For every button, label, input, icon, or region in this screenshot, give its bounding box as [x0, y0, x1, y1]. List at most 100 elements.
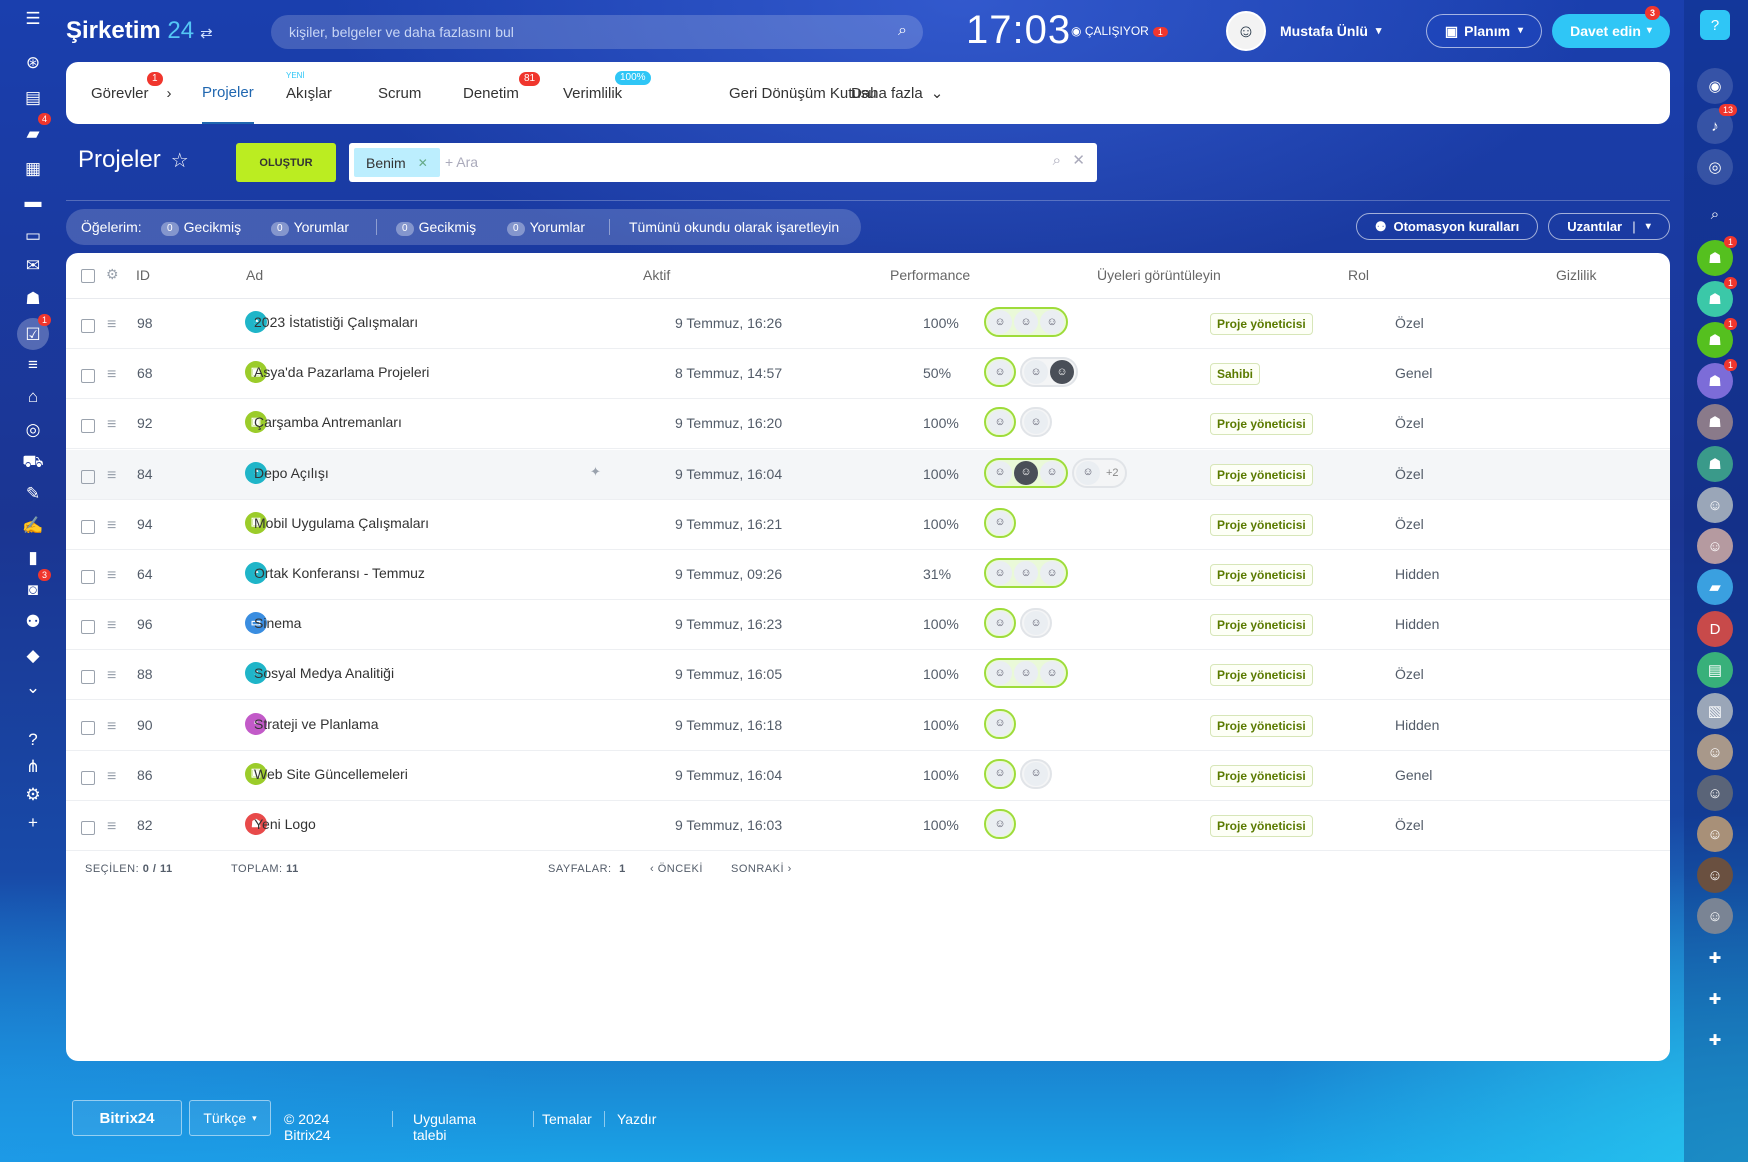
sidebar-item-pen[interactable]: ✍ — [17, 509, 49, 541]
row-checkbox[interactable] — [81, 369, 95, 384]
right-group-chat-button[interactable]: ☗ 1 — [1697, 236, 1737, 276]
counter-1[interactable]: 0 Gecikmiş — [161, 219, 241, 236]
right-search-button[interactable]: ⌕ — [1697, 196, 1733, 232]
app-request-link[interactable]: Uygulama talebi — [413, 1111, 477, 1143]
close-icon[interactable]: ✕ — [1072, 152, 1085, 169]
right-messages-button[interactable]: ◎ — [1697, 149, 1733, 185]
language-select[interactable]: Türkçe ▾ — [189, 1100, 271, 1136]
sidebar-item-feed[interactable]: ⊛ — [17, 46, 49, 78]
tab-7[interactable]: Geri Dönüşüm Kutusu — [729, 62, 877, 124]
prev-page-button[interactable]: ‹ ÖNCEKİ — [650, 863, 703, 875]
row-checkbox[interactable] — [81, 469, 95, 484]
sidebar-item-help[interactable]: ? — [17, 723, 49, 755]
project-name-link[interactable]: Çarşamba Antremanları — [254, 414, 402, 431]
sidebar-item-crm[interactable]: ⌂ — [17, 380, 49, 412]
tab-2[interactable]: Projeler — [202, 62, 254, 124]
members-group[interactable]: ☺ ☺ — [984, 407, 1056, 438]
close-icon[interactable]: ✕ — [417, 155, 428, 170]
right-user-avatar-button[interactable]: ☺ — [1697, 898, 1733, 934]
right-add-user-button[interactable]: ✚ — [1697, 1022, 1733, 1058]
global-search-input[interactable]: kişiler, belgeler ve daha fazlasını bul ⌕ — [271, 15, 923, 49]
members-group[interactable]: ☺ ☺ ☺ ☺ +2 — [984, 457, 1131, 488]
heads-group[interactable]: ☺ ☺ ☺ — [984, 658, 1068, 689]
table-row[interactable]: ≡ 96 ▭ Sinema 9 Temmuz, 16:23 100% ☺ ☺ Proje yön… — [66, 600, 1670, 651]
sidebar-item-menu[interactable]: ☰ — [17, 2, 49, 34]
row-checkbox[interactable] — [81, 821, 95, 835]
col-role[interactable]: Rol — [1348, 267, 1370, 283]
right-chat-bubble-button[interactable]: ▰ — [1697, 569, 1733, 605]
right-user-avatar-button[interactable]: ☺ — [1697, 528, 1733, 564]
bitrix-logo-button[interactable]: Bitrix24 — [72, 1100, 182, 1136]
themes-link[interactable]: Temalar — [542, 1111, 592, 1127]
select-all-checkbox[interactable] — [81, 269, 95, 283]
sidebar-item-sign[interactable]: ✎ — [17, 477, 49, 509]
row-menu-icon[interactable]: ≡ — [107, 416, 117, 434]
sidebar-item-contacts[interactable]: ◙ 3 — [17, 569, 51, 605]
members-group[interactable]: ☺ — [984, 708, 1020, 739]
right-user-avatar-button[interactable]: ☺ — [1697, 487, 1733, 523]
tab-8[interactable]: Daha fazla ⌄ — [851, 62, 943, 124]
sidebar-item-tasks-list[interactable]: ▤ — [17, 81, 49, 113]
project-name-link[interactable]: Sinema — [254, 615, 302, 632]
members-group[interactable]: ☺ ☺ — [984, 758, 1056, 789]
filter-tag[interactable]: Benim ✕ — [354, 148, 440, 177]
row-checkbox[interactable] — [81, 770, 95, 785]
heads-group[interactable]: ☺ ☺ ☺ — [984, 457, 1068, 488]
members-group[interactable]: ☺ ☺ ☺ — [984, 357, 1082, 388]
sidebar-item-robot[interactable]: ⚉ — [17, 605, 49, 637]
right-user-avatar-button[interactable]: ☺ — [1697, 816, 1733, 852]
sidebar-item-box[interactable]: ◆ — [17, 639, 49, 671]
mark-all-read-link[interactable]: Tümünü okundu olarak işaretleyin — [629, 219, 840, 235]
sidebar-item-drive[interactable]: ▭ — [17, 219, 49, 251]
table-row[interactable]: ≡ 82 ☗ Yeni Logo 9 Temmuz, 16:03 100% ☺ Proje y… — [66, 801, 1670, 851]
project-name-link[interactable]: Web Site Güncellemeleri — [254, 765, 408, 782]
sidebar-item-analytics[interactable]: ▮ — [17, 541, 49, 573]
members-group[interactable]: ☺ ☺ ☺ — [984, 558, 1072, 588]
right-group-chat-button[interactable]: ☗ — [1697, 446, 1733, 482]
col-privacy[interactable]: Gizlilik — [1556, 267, 1597, 283]
row-checkbox[interactable] — [81, 670, 95, 685]
tab-1[interactable]: Görevler › 1 — [91, 62, 172, 124]
row-menu-icon[interactable]: ≡ — [107, 366, 117, 384]
table-row[interactable]: ≡ 84 ◔ Depo Açılışı ✦ 9 Temmuz, 16:04 100% ☺ ☺ ☺ ☺… — [66, 449, 1670, 500]
sidebar-item-calendar[interactable]: ▦ — [17, 152, 49, 184]
col-active[interactable]: Aktif — [643, 267, 671, 283]
members-group[interactable]: ☺ ☺ ☺ — [984, 658, 1072, 689]
right-bell-button[interactable]: ♪ 13 — [1697, 104, 1737, 144]
row-menu-icon[interactable]: ≡ — [107, 767, 117, 785]
project-name-link[interactable]: Yeni Logo — [254, 816, 316, 832]
row-checkbox[interactable] — [81, 319, 95, 333]
filter-search[interactable]: Benim ✕ + Ara ⌕ ✕ — [349, 143, 1097, 182]
switch-icon[interactable]: ⇄ — [200, 25, 213, 42]
sidebar-item-plus[interactable]: + — [17, 806, 49, 838]
clock[interactable]: 17:03 — [966, 8, 1072, 52]
table-row[interactable]: ≡ 88 ◔ Sosyal Medya Analitiği 9 Temmuz, 16:0… — [66, 650, 1670, 701]
counter-4[interactable]: 0 Yorumlar — [507, 219, 585, 236]
row-checkbox[interactable] — [81, 419, 95, 434]
tab-4[interactable]: Scrum — [378, 62, 421, 124]
work-status[interactable]: ◉ ÇALIŞIYOR 1 — [1071, 24, 1168, 38]
my-plan-button[interactable]: ▣ Planım ▾ — [1426, 14, 1542, 48]
right-group-chat-button[interactable]: ☗ 1 — [1697, 277, 1737, 317]
sidebar-item-docs[interactable]: ▬ — [17, 185, 49, 217]
extensions-button[interactable]: Uzantılar | ▾ — [1548, 213, 1670, 240]
table-row[interactable]: ≡ 98 ◔ 2023 İstatistiği Çalışmaları 9 Temmuz… — [66, 299, 1670, 349]
table-row[interactable]: ≡ 86 ▣ Web Site Güncellemeleri 9 Temmuz, 16:… — [66, 751, 1670, 801]
sidebar-item-settings[interactable]: ⚙ — [17, 778, 49, 810]
invite-button[interactable]: Davet edin ▾ 3 — [1552, 6, 1670, 48]
right-help-button[interactable]: ? — [1700, 10, 1730, 40]
project-name-link[interactable]: Sosyal Medya Analitiği — [254, 665, 395, 682]
right-group-chat-button[interactable]: ☗ — [1697, 404, 1733, 440]
right-user-avatar-button[interactable]: ☺ — [1697, 734, 1733, 770]
filter-search-input[interactable]: + Ara — [445, 154, 479, 170]
automation-rules-button[interactable]: ⚉ Otomasyon kuralları — [1356, 213, 1538, 240]
members-plain-group[interactable]: ☺ — [1020, 758, 1052, 789]
tab-5[interactable]: Denetim 81 — [463, 62, 541, 124]
project-name-link[interactable]: Strateji ve Planlama — [254, 715, 379, 732]
right-user-avatar-button[interactable]: ☺ — [1697, 857, 1733, 893]
heads-group[interactable]: ☺ — [984, 708, 1016, 739]
sidebar-item-target[interactable]: ◎ — [17, 413, 49, 445]
members-group[interactable]: ☺ ☺ — [984, 608, 1056, 639]
row-checkbox[interactable] — [81, 519, 95, 534]
sidebar-item-projects[interactable]: ☑ 1 — [17, 314, 51, 350]
